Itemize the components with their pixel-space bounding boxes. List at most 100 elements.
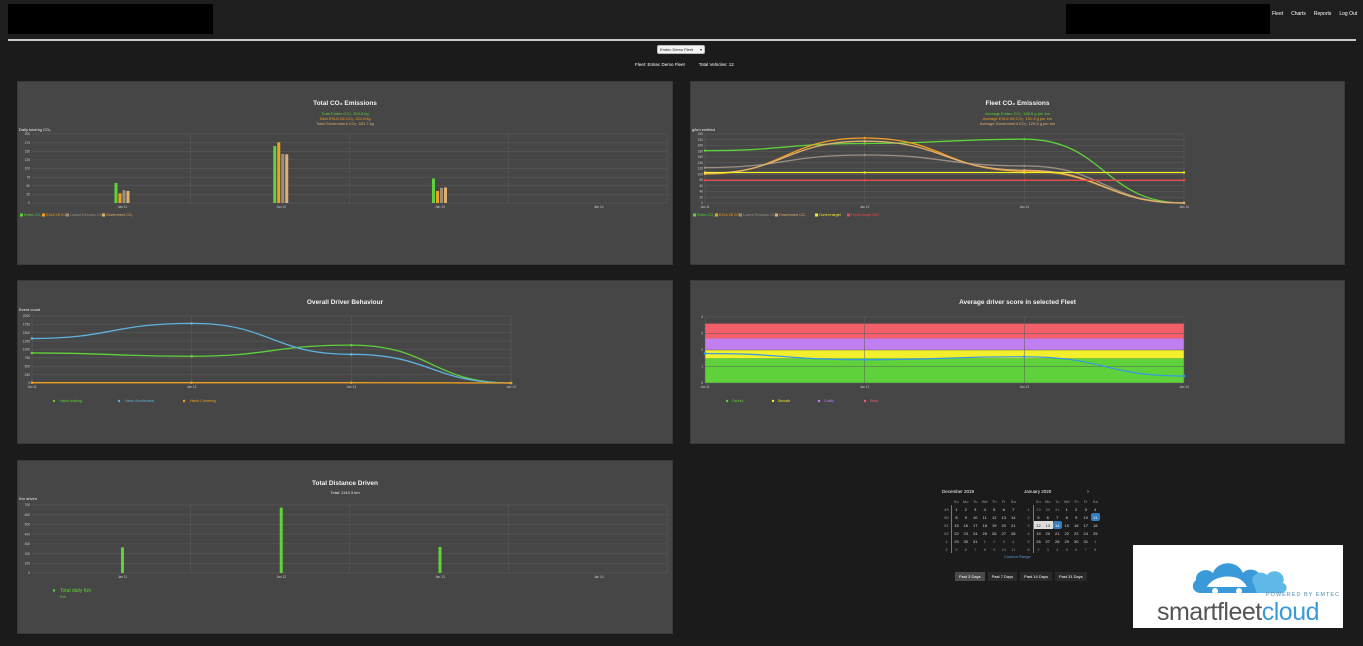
calendar-day[interactable]: 11 [1011,546,1016,552]
calendar-day[interactable]: 17 [973,522,978,528]
calendar-day[interactable]: 6 [1075,546,1078,552]
calendar-day[interactable]: 14 [1011,514,1016,520]
calendar-day[interactable]: 4 [1056,546,1059,552]
past-7-days-button[interactable]: Past 7 Days [987,572,1018,581]
calendar-day[interactable]: 1 [955,506,958,512]
calendar-day[interactable]: 8 [1065,514,1068,520]
calendar-day[interactable]: 26 [992,530,997,536]
calendar-day[interactable]: 9 [993,546,996,552]
calendar-day[interactable]: 6 [964,546,967,552]
calendar-day[interactable]: 7 [1012,506,1015,512]
calendar-day[interactable]: 19 [1036,530,1041,536]
calendar-day[interactable]: 15 [1064,522,1069,528]
calendar-day[interactable]: 11 [982,514,987,520]
past-31-days-button[interactable]: Past 31 Days [1054,572,1087,581]
calendar-day[interactable]: 14 [1052,521,1062,529]
calendar-day[interactable]: 2 [964,506,967,512]
nav-fleet[interactable]: Fleet [1272,11,1284,17]
calendar-day[interactable]: 7 [1084,546,1087,552]
calendar-day[interactable]: 25 [982,530,987,536]
calendar-day[interactable]: 22 [954,530,959,536]
past-14-days-button[interactable]: Past 14 Days [1020,572,1052,581]
calendar-day[interactable]: 7 [974,546,977,552]
calendar-day[interactable]: 2 [993,538,996,544]
calendar-day[interactable]: 28 [1011,530,1016,536]
calendar-day[interactable]: 12 [992,514,997,520]
calendar-day[interactable]: 2 [1075,506,1078,512]
calendar-day[interactable]: 8 [983,546,986,552]
custom-range-link[interactable]: Custom Range [1004,554,1031,559]
calendar-day[interactable]: 17 [1083,522,1088,528]
calendar-day[interactable]: 2 [1037,546,1040,552]
calendar-day[interactable]: 20 [1001,522,1006,528]
calendar-day[interactable]: 12 [1033,521,1043,529]
calendar-day[interactable]: 25 [1093,530,1098,536]
calendar-day[interactable]: 31 [1083,538,1088,544]
calendar-day[interactable]: 30 [1045,506,1050,512]
calendar-day[interactable]: 5 [1065,546,1068,552]
calendar-day[interactable]: 10 [1001,546,1006,552]
calendar-day[interactable]: 3 [1002,538,1005,544]
calendar-day[interactable]: 8 [955,514,958,520]
calendar-day[interactable]: 1 [983,538,986,544]
past-3-days-button[interactable]: Past 3 Days [955,572,985,581]
calendar-day[interactable]: 21 [1055,530,1060,536]
calendar-day[interactable]: 29 [954,538,959,544]
calendar-day[interactable]: 10 [973,514,978,520]
calendar-day[interactable]: 24 [1083,530,1088,536]
calendar-day[interactable]: 16 [963,522,968,528]
calendar-day[interactable]: 4 [1094,506,1097,512]
calendar-day[interactable]: 3 [974,506,977,512]
calendar-day[interactable]: 5 [993,506,996,512]
bar [122,190,126,203]
calendar-day[interactable]: 15 [954,522,959,528]
calendar-day[interactable]: 29 [1036,506,1041,512]
calendar-day[interactable]: 1 [1094,538,1097,544]
calendar-day[interactable]: 26 [1036,538,1041,544]
calendar-day[interactable]: 19 [992,522,997,528]
calendar-day[interactable]: 9 [964,514,967,520]
nav-logout[interactable]: Log Out [1339,11,1358,17]
calendar-day[interactable]: 22 [1064,530,1069,536]
calendar-day[interactable]: 18 [1093,522,1098,528]
calendar-day[interactable]: 31 [973,538,978,544]
nav-charts[interactable]: Charts [1291,11,1306,17]
calendar-day[interactable]: 16 [1074,522,1079,528]
calendar-weekday: Su [953,498,959,504]
calendar-day[interactable]: 27 [1045,538,1050,544]
fleet-select[interactable]: Emtec Demo Fleet ▾ [657,45,705,54]
nav-reports[interactable]: Reports [1313,11,1332,17]
calendar-day[interactable]: 5 [955,546,958,552]
calendar-day[interactable]: 7 [1056,514,1059,520]
calendar-week-number: 5 [1024,537,1034,545]
calendar-day[interactable]: 20 [1045,530,1050,536]
calendar-day[interactable]: 1 [1065,506,1068,512]
data-point [863,153,866,157]
calendar-day[interactable]: 11 [1090,513,1100,521]
calendar-day[interactable]: 21 [1011,522,1016,528]
calendar-day[interactable]: 3 [1084,506,1087,512]
calendar-day[interactable]: 24 [973,530,978,536]
calendar-day[interactable]: 18 [982,522,987,528]
calendar-day[interactable]: 8 [1094,546,1097,552]
calendar-day[interactable]: 31 [1055,506,1060,512]
calendar-day[interactable]: 3 [1046,546,1049,552]
calendar-day[interactable]: 23 [1074,530,1079,536]
calendar-day[interactable]: 10 [1083,514,1088,520]
calendar-day[interactable]: 9 [1075,514,1078,520]
calendar-day[interactable]: 13 [1001,514,1006,520]
calendar-day[interactable]: 13 [1043,521,1053,529]
calendar-day[interactable]: 23 [963,530,968,536]
chevron-right-icon[interactable]: › [1087,489,1089,495]
calendar-day[interactable]: 29 [1064,538,1069,544]
calendar-day[interactable]: 5 [1037,514,1040,520]
calendar-day[interactable]: 4 [983,506,986,512]
calendar-day[interactable]: 4 [1012,538,1015,544]
calendar-day[interactable]: 6 [1002,506,1005,512]
calendar-day[interactable]: 30 [1074,538,1079,544]
calendar-day[interactable]: 27 [1001,530,1006,536]
calendar-day[interactable]: 28 [1055,538,1060,544]
calendar-day[interactable]: 6 [1046,514,1049,520]
calendar-day[interactable]: 30 [963,538,968,544]
